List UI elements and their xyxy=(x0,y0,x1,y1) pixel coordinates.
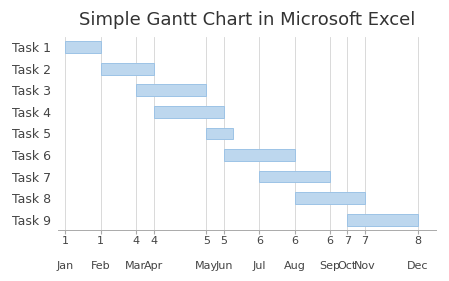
Text: Aug: Aug xyxy=(284,261,305,271)
Bar xyxy=(259,171,330,182)
Bar xyxy=(101,63,154,75)
Bar xyxy=(224,149,295,161)
Bar xyxy=(136,85,207,96)
Text: Jun: Jun xyxy=(215,261,233,271)
Text: Dec: Dec xyxy=(407,261,429,271)
Bar xyxy=(154,106,224,118)
Title: Simple Gantt Chart in Microsoft Excel: Simple Gantt Chart in Microsoft Excel xyxy=(79,12,415,30)
Text: Feb: Feb xyxy=(91,261,110,271)
Text: Nov: Nov xyxy=(354,261,376,271)
Text: Jan: Jan xyxy=(57,261,74,271)
Bar xyxy=(295,192,365,204)
Text: Jul: Jul xyxy=(252,261,266,271)
Text: May: May xyxy=(195,261,218,271)
Text: Apr: Apr xyxy=(144,261,163,271)
Text: Oct: Oct xyxy=(338,261,357,271)
Bar xyxy=(207,128,233,139)
Text: Mar: Mar xyxy=(125,261,146,271)
Bar xyxy=(348,214,418,226)
Bar xyxy=(66,41,101,53)
Text: Sep: Sep xyxy=(319,261,340,271)
